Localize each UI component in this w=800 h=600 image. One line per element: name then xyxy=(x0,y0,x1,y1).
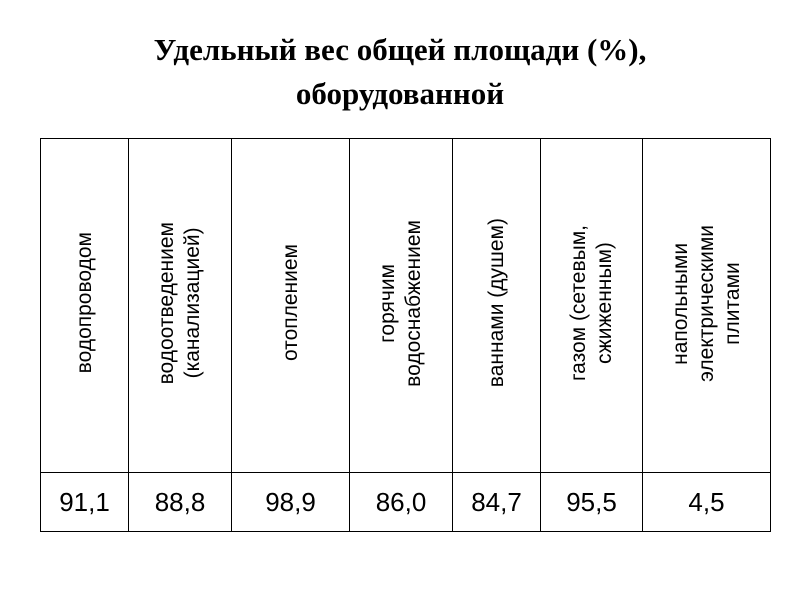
header-cell-gas: газом (сетевым, сжиженным) xyxy=(540,138,643,473)
value-cell: 86,0 xyxy=(349,472,453,532)
header-cell-water-supply: водопроводом xyxy=(40,138,129,473)
table-header-row: водопроводом водоотведением (канализацие… xyxy=(40,138,771,473)
value-cell: 84,7 xyxy=(452,472,541,532)
header-cell-bath: ваннами (душем) xyxy=(452,138,541,473)
value-cell: 95,5 xyxy=(540,472,643,532)
header-cell-hot-water: горячим водоснабжением xyxy=(349,138,453,473)
header-label: ваннами (душем) xyxy=(484,218,508,388)
header-cell-sewerage: водоотведением (канализацией) xyxy=(128,138,232,473)
value-cell: 4,5 xyxy=(642,472,771,532)
header-label: водоотведением (канализацией) xyxy=(155,221,204,385)
value-cell: 91,1 xyxy=(40,472,129,532)
header-cell-electric-stoves: напольными электрическими плитами xyxy=(642,138,771,473)
header-label: напольными электрическими плитами xyxy=(668,224,744,382)
value-cell: 88,8 xyxy=(128,472,232,532)
data-table: водопроводом водоотведением (канализацие… xyxy=(40,138,771,532)
table-values-row: 91,1 88,8 98,9 86,0 84,7 95,5 4,5 xyxy=(40,472,771,532)
header-label: газом (сетевым, сжиженным) xyxy=(566,224,616,382)
slide-title: Удельный вес общей площади (%), оборудов… xyxy=(0,28,800,116)
slide-title-line-2: оборудованной xyxy=(295,76,505,111)
header-cell-heating: отоплением xyxy=(231,138,350,473)
header-label: отоплением xyxy=(278,244,302,362)
slide-title-line-1: Удельный вес общей площади (%), xyxy=(153,32,647,67)
header-label: водопроводом xyxy=(72,232,96,374)
header-label: горячим водоснабжением xyxy=(376,219,425,387)
value-cell: 98,9 xyxy=(231,472,350,532)
